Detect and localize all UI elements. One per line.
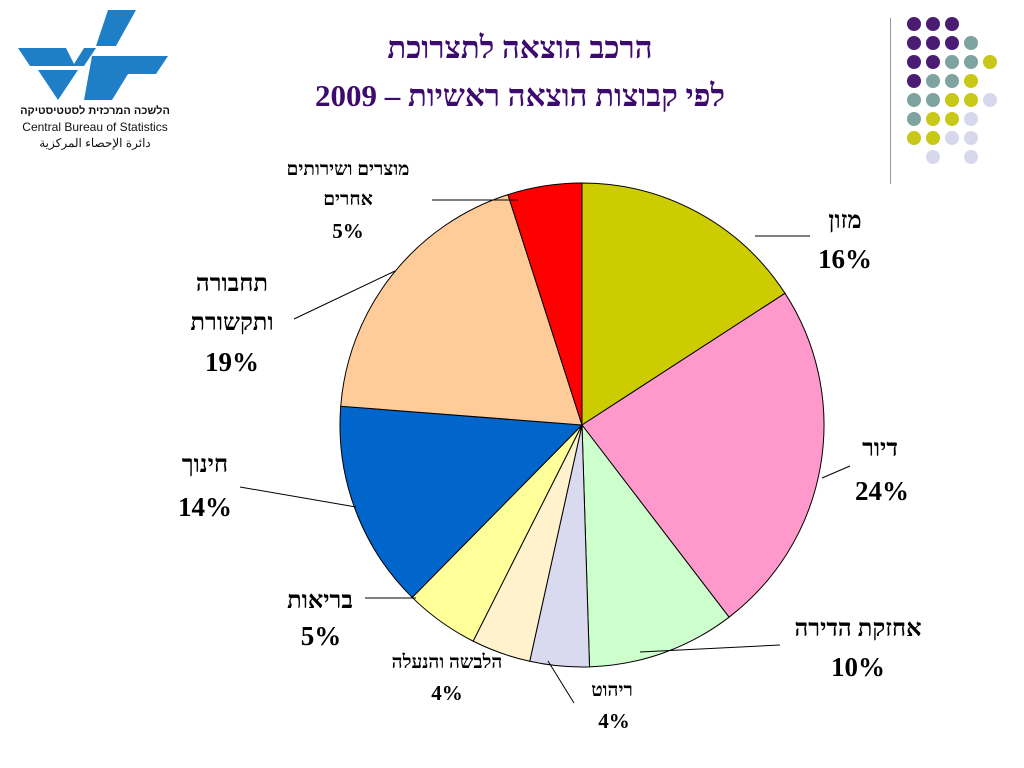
slice-label: אחזקת הדירה <box>794 616 921 642</box>
slice-labels: מזון 16% דיור 24% אחזקת הדירה 10% ריהוט 4% הלבשה… <box>178 159 922 733</box>
slice-label: ריהוט <box>591 680 633 701</box>
leader-line <box>239 486 357 508</box>
decorative-dot <box>964 55 978 69</box>
leader-line <box>821 465 851 479</box>
slice-label: אחרים <box>323 189 373 210</box>
slice-value-label: 5% <box>301 621 342 651</box>
slice-value-label: 19% <box>205 347 259 377</box>
title-line-1: הרכב הוצאה לתצרוכת <box>387 30 653 65</box>
decorative-dot <box>907 36 921 50</box>
decorative-dot <box>964 112 978 126</box>
decorative-dot <box>907 55 921 69</box>
pie-slice <box>507 182 583 426</box>
slice-label: חינוך <box>182 452 228 478</box>
slice-value-label: 24% <box>855 476 909 506</box>
decorative-dot <box>907 17 921 31</box>
decorative-dot <box>907 112 921 126</box>
cbs-logo: הלשכה המרכזית לסטטיסטיקה Central Bureau … <box>8 8 178 158</box>
pie-slice <box>581 423 730 668</box>
pie-slice <box>339 405 584 599</box>
decorative-dot <box>983 55 997 69</box>
pie-slice <box>581 182 786 426</box>
slice-value-label: 4% <box>598 709 630 733</box>
title-line-2: לפי קבוצות הוצאה ראשיות – 2009 <box>314 78 726 113</box>
decorative-dot <box>945 36 959 50</box>
slice-value-label: 16% <box>818 244 872 274</box>
slice-value-label: 4% <box>431 681 463 705</box>
slice-value-label: 14% <box>178 492 232 522</box>
decorative-dot <box>964 74 978 88</box>
org-name-english: Central Bureau of Statistics <box>22 120 168 134</box>
decorative-dot <box>945 17 959 31</box>
decorative-dot <box>907 131 921 145</box>
slice-label: ותקשורת <box>190 310 273 336</box>
leader-line <box>547 660 575 704</box>
decorative-dot <box>964 131 978 145</box>
decorative-dot <box>945 55 959 69</box>
decorative-dot <box>926 74 940 88</box>
decorative-dot <box>926 93 940 107</box>
pie-slices <box>339 182 825 668</box>
decorative-dot <box>907 74 921 88</box>
decorative-dot <box>983 93 997 107</box>
decorative-dot <box>964 93 978 107</box>
decorative-dot <box>945 93 959 107</box>
decorative-dot <box>964 36 978 50</box>
slice-value-label: 5% <box>332 219 364 243</box>
leader-line <box>639 644 781 653</box>
decorative-dot <box>926 112 940 126</box>
slice-label: דיור <box>862 436 898 462</box>
slice-label: הלבשה והנעלה <box>392 652 503 673</box>
decorative-dot <box>926 55 940 69</box>
slice-label: בריאות <box>287 588 353 614</box>
decorative-dot <box>964 150 978 164</box>
pie-slice <box>340 193 583 426</box>
org-name-hebrew: הלשכה המרכזית לסטטיסטיקה <box>20 105 170 117</box>
slice-label: מזון <box>828 208 861 234</box>
divider-line <box>890 18 891 184</box>
org-name-arabic: دائرة الإحصاء المركزية <box>39 136 151 150</box>
decorative-dot <box>926 131 940 145</box>
cbs-logo-mark <box>18 10 168 100</box>
decorative-dot <box>907 93 921 107</box>
decorative-dot <box>945 74 959 88</box>
decorative-dot <box>926 17 940 31</box>
slice-value-label: 10% <box>831 652 885 682</box>
leader-lines <box>239 199 851 704</box>
slice-label: מוצרים ושירותים <box>287 159 410 180</box>
decorative-dot <box>926 36 940 50</box>
decorative-dot <box>945 112 959 126</box>
pie-slice <box>581 292 825 618</box>
decorative-dot <box>926 150 940 164</box>
decorative-dot <box>945 131 959 145</box>
decorative-dot-grid <box>907 17 997 164</box>
slice-label: תחבורה <box>196 271 268 297</box>
leader-line <box>293 270 396 320</box>
